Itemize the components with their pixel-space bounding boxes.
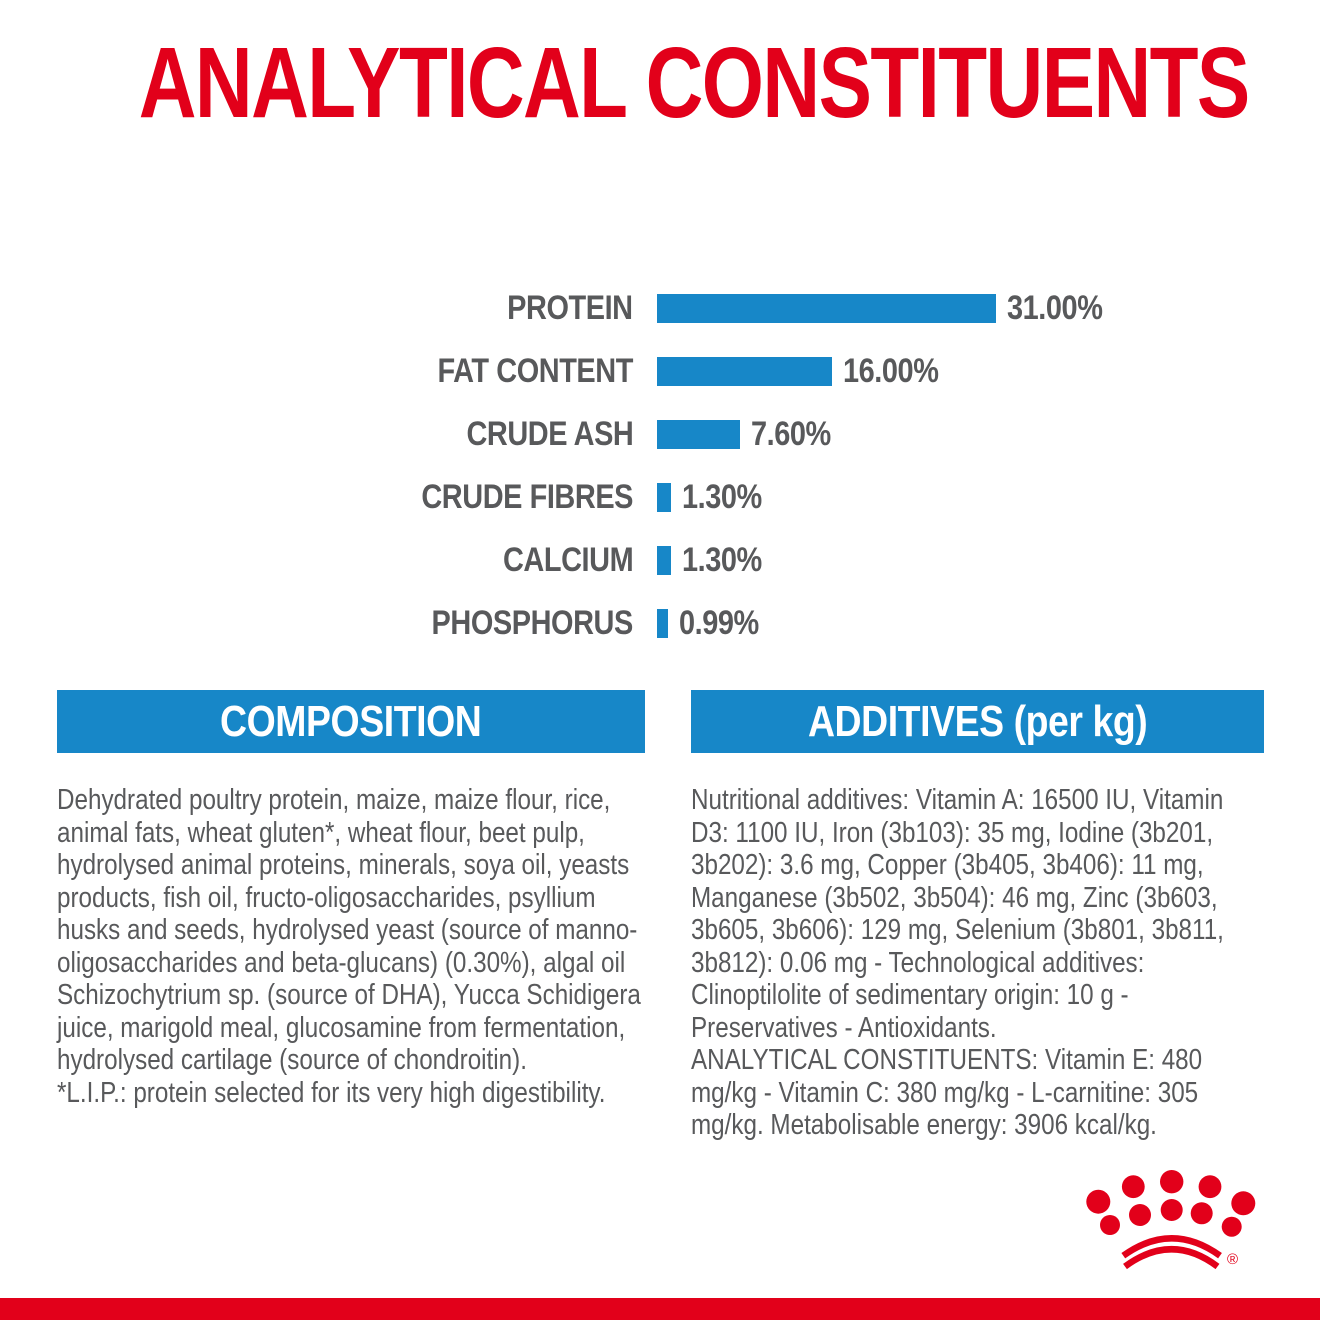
chart-bar xyxy=(657,483,671,512)
additives-header: ADDITIVES (per kg) xyxy=(691,690,1264,753)
chart-bar xyxy=(657,420,740,449)
chart-row: CRUDE ASH 7.60% xyxy=(0,403,1320,466)
info-sections: COMPOSITION Dehydrated poultry protein, … xyxy=(57,690,1264,1142)
chart-bar xyxy=(657,357,832,386)
chart-category-label: CRUDE ASH xyxy=(466,415,633,453)
chart-row: CRUDE FIBRES 1.30% xyxy=(0,466,1320,529)
chart-row: PHOSPHORUS 0.99% xyxy=(0,592,1320,655)
chart-value-label: 31.00% xyxy=(1007,289,1103,327)
chart-category-label: FAT CONTENT xyxy=(437,352,634,390)
chart-category-label: CALCIUM xyxy=(502,541,634,579)
composition-paragraph: Dehydrated poultry protein, maize, maize… xyxy=(57,784,641,1076)
royal-canin-crown-icon: ® xyxy=(1086,1170,1256,1270)
chart-row: FAT CONTENT 16.00% xyxy=(0,340,1320,403)
analytical-constituents-bar-chart: PROTEIN 31.00% FAT CONTENT 16.00% CRUDE … xyxy=(0,277,1320,655)
chart-row: PROTEIN 31.00% xyxy=(0,277,1320,340)
chart-category-label: CRUDE FIBRES xyxy=(421,478,633,516)
chart-category-label: PROTEIN xyxy=(507,289,634,327)
additives-text: Nutritional additives: Vitamin A: 16500 … xyxy=(691,784,1264,1142)
chart-value-label: 1.30% xyxy=(682,478,762,516)
composition-header: COMPOSITION xyxy=(57,690,645,753)
registered-trademark-symbol: ® xyxy=(1227,1251,1238,1268)
chart-bar xyxy=(657,609,668,638)
additives-paragraph: Nutritional additives: Vitamin A: 16500 … xyxy=(691,784,1224,1044)
chart-bar xyxy=(657,294,996,323)
footer-red-strip xyxy=(0,1298,1320,1320)
chart-value-label: 7.60% xyxy=(751,415,831,453)
additives-section: ADDITIVES (per kg) Nutritional additives… xyxy=(691,690,1264,1142)
chart-value-label: 0.99% xyxy=(679,604,759,642)
chart-category-label: PHOSPHORUS xyxy=(431,604,634,642)
composition-text: Dehydrated poultry protein, maize, maize… xyxy=(57,784,645,1109)
chart-value-label: 1.30% xyxy=(682,541,762,579)
composition-section: COMPOSITION Dehydrated poultry protein, … xyxy=(57,690,645,1142)
chart-bar xyxy=(657,546,671,575)
chart-value-label: 16.00% xyxy=(843,352,939,390)
composition-footnote: *L.I.P.: protein selected for its very h… xyxy=(57,1076,606,1109)
chart-row: CALCIUM 1.30% xyxy=(0,529,1320,592)
additives-analytical-paragraph: ANALYTICAL CONSTITUENTS: Vitamin E: 480 … xyxy=(691,1044,1203,1141)
page-title: ANALYTICAL CONSTITUENTS xyxy=(138,27,1251,139)
